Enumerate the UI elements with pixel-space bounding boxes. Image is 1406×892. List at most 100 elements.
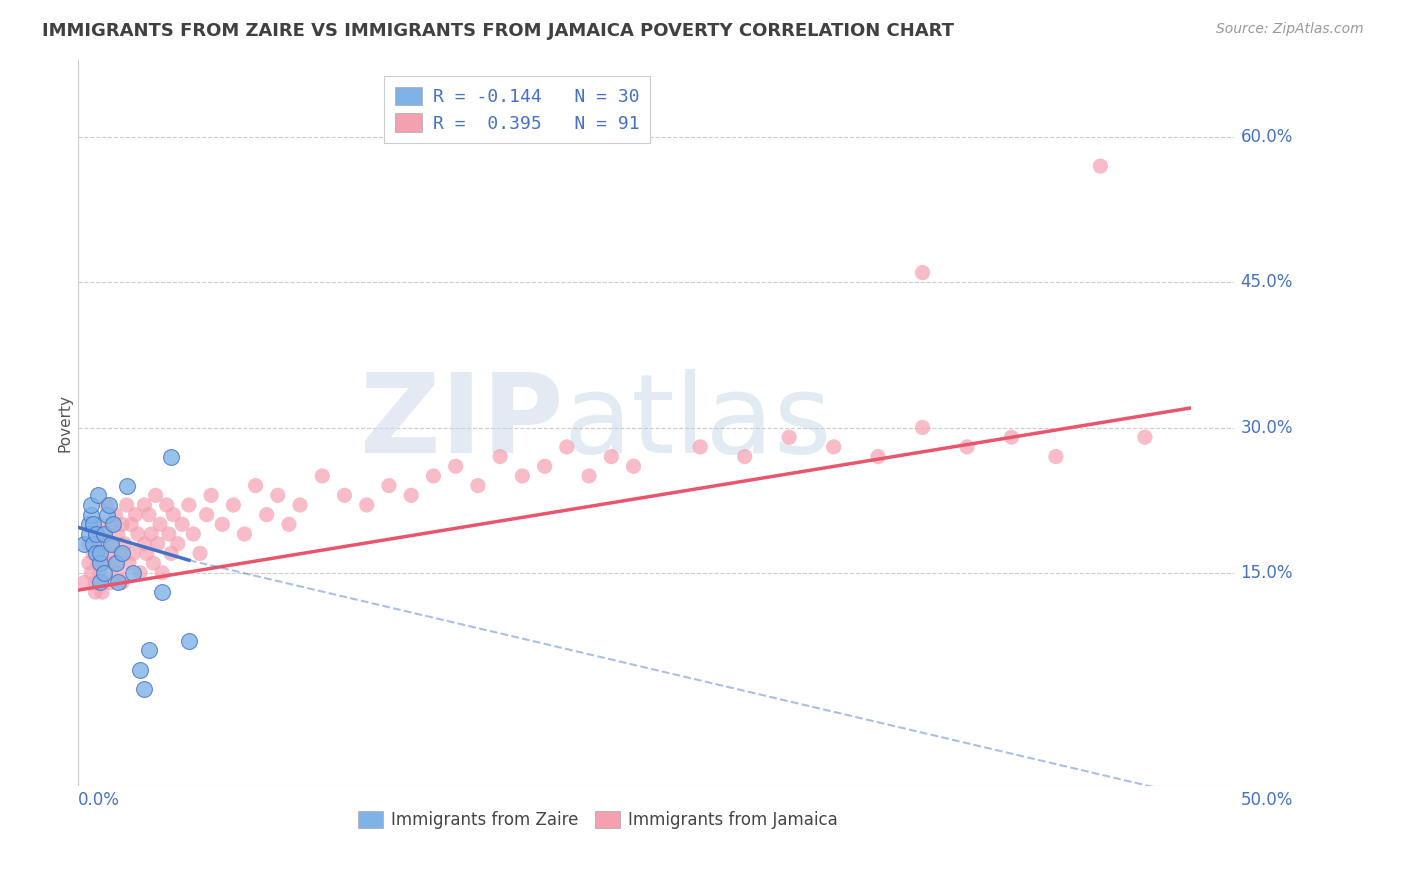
Point bbox=[103, 556, 125, 570]
Point bbox=[80, 498, 103, 512]
Point bbox=[100, 537, 122, 551]
Text: 15.0%: 15.0% bbox=[1240, 564, 1294, 582]
Point bbox=[311, 469, 333, 483]
Point bbox=[93, 556, 115, 570]
Point bbox=[124, 508, 146, 522]
Point bbox=[93, 566, 115, 580]
Point bbox=[82, 537, 104, 551]
Point bbox=[177, 498, 200, 512]
Point bbox=[734, 450, 756, 464]
Point bbox=[96, 508, 118, 522]
Point bbox=[200, 488, 222, 502]
Point bbox=[150, 566, 173, 580]
Point bbox=[93, 527, 115, 541]
Point bbox=[111, 546, 134, 560]
Point bbox=[146, 537, 169, 551]
Text: 45.0%: 45.0% bbox=[1240, 273, 1294, 292]
Point bbox=[77, 537, 100, 551]
Point bbox=[87, 556, 110, 570]
Point bbox=[911, 420, 934, 434]
Point bbox=[104, 556, 127, 570]
Point bbox=[100, 575, 122, 590]
Point bbox=[84, 585, 107, 599]
Point bbox=[104, 508, 127, 522]
Point bbox=[162, 508, 184, 522]
Text: 50.0%: 50.0% bbox=[1240, 790, 1294, 809]
Point bbox=[623, 459, 645, 474]
Point bbox=[1000, 430, 1022, 444]
Point bbox=[135, 546, 157, 560]
Point bbox=[82, 546, 104, 560]
Point bbox=[1133, 430, 1156, 444]
Point bbox=[444, 459, 467, 474]
Point bbox=[188, 546, 211, 560]
Text: Source: ZipAtlas.com: Source: ZipAtlas.com bbox=[1216, 22, 1364, 37]
Text: 60.0%: 60.0% bbox=[1240, 128, 1294, 146]
Point bbox=[129, 566, 152, 580]
Point bbox=[80, 508, 103, 522]
Point bbox=[112, 537, 135, 551]
Point bbox=[108, 546, 131, 560]
Point bbox=[107, 575, 129, 590]
Point bbox=[778, 430, 800, 444]
Point bbox=[245, 478, 267, 492]
Point bbox=[77, 527, 100, 541]
Point bbox=[183, 527, 205, 541]
Point bbox=[160, 546, 183, 560]
Point bbox=[267, 488, 290, 502]
Point bbox=[911, 266, 934, 280]
Point bbox=[157, 527, 180, 541]
Point bbox=[333, 488, 356, 502]
Point bbox=[195, 508, 218, 522]
Point bbox=[97, 546, 120, 560]
Y-axis label: Poverty: Poverty bbox=[58, 393, 72, 451]
Point bbox=[138, 508, 160, 522]
Text: 30.0%: 30.0% bbox=[1240, 418, 1294, 436]
Point bbox=[149, 517, 172, 532]
Point bbox=[115, 478, 138, 492]
Point bbox=[512, 469, 534, 483]
Point bbox=[129, 663, 152, 677]
Point bbox=[134, 537, 156, 551]
Point bbox=[93, 527, 115, 541]
Point bbox=[84, 527, 107, 541]
Point bbox=[222, 498, 245, 512]
Point bbox=[156, 498, 179, 512]
Point bbox=[689, 440, 711, 454]
Point bbox=[956, 440, 979, 454]
Point bbox=[89, 517, 111, 532]
Point bbox=[107, 527, 129, 541]
Point bbox=[80, 566, 103, 580]
Point bbox=[823, 440, 845, 454]
Point bbox=[73, 537, 96, 551]
Point bbox=[118, 556, 141, 570]
Point bbox=[73, 575, 96, 590]
Point bbox=[87, 488, 110, 502]
Point bbox=[100, 537, 122, 551]
Point bbox=[122, 546, 145, 560]
Point bbox=[600, 450, 623, 464]
Point bbox=[160, 450, 183, 464]
Point bbox=[97, 498, 120, 512]
Point bbox=[378, 478, 401, 492]
Point bbox=[1045, 450, 1067, 464]
Point bbox=[578, 469, 600, 483]
Point bbox=[288, 498, 311, 512]
Point bbox=[533, 459, 555, 474]
Point bbox=[489, 450, 512, 464]
Point bbox=[89, 575, 111, 590]
Point bbox=[278, 517, 301, 532]
Point bbox=[399, 488, 422, 502]
Point bbox=[356, 498, 378, 512]
Point bbox=[89, 546, 111, 560]
Point bbox=[91, 585, 114, 599]
Point bbox=[96, 498, 118, 512]
Point bbox=[84, 546, 107, 560]
Point bbox=[134, 681, 156, 696]
Point bbox=[89, 566, 111, 580]
Point bbox=[467, 478, 489, 492]
Point bbox=[82, 517, 104, 532]
Point bbox=[111, 517, 134, 532]
Text: ZIP: ZIP bbox=[360, 369, 564, 476]
Point bbox=[555, 440, 578, 454]
